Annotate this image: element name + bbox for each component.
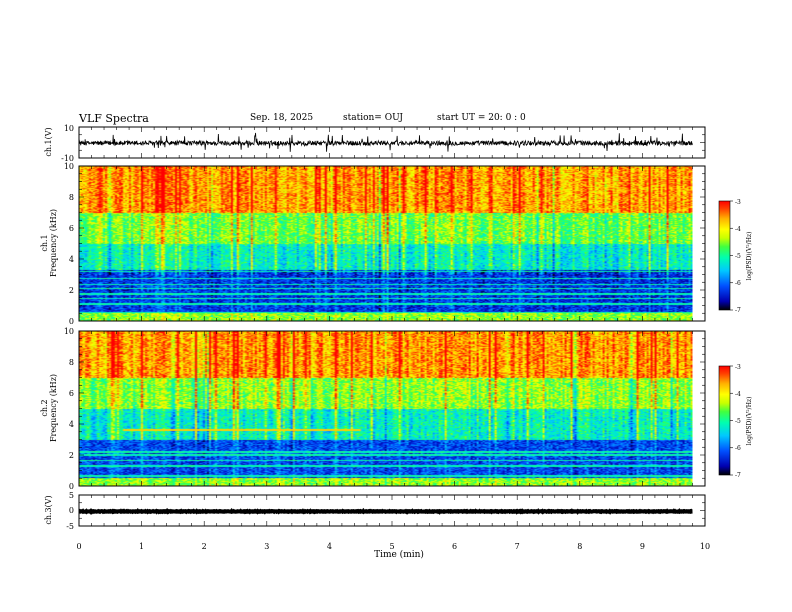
ch1-spectrogram-panel: 0 2 4 6 8 10 ch.1 Frequency (kHz) bbox=[40, 162, 706, 326]
ch2-colorbar-tick-m3: -3 bbox=[735, 364, 741, 371]
time-tick-label: 4 bbox=[327, 542, 332, 551]
ch1-freq-tick-6: 6 bbox=[69, 224, 74, 233]
ch2-freq-tick-2: 2 bbox=[69, 451, 74, 460]
ch2-freq-tick-8: 8 bbox=[69, 358, 74, 367]
ch1-freq-tick-2: 2 bbox=[69, 286, 74, 295]
ch2-spectrogram-panel: 0 2 4 6 8 10 ch.2 Frequency (kHz) bbox=[40, 327, 706, 491]
ch3-waveform-ylabel: ch.3(V) bbox=[44, 495, 53, 524]
time-tick-label: 10 bbox=[700, 542, 710, 551]
ch1-colorbar-label: log(PSD)(V²/Hz) bbox=[746, 232, 753, 281]
ch2-spectrogram-ticks bbox=[78, 330, 706, 487]
ch1-freq-tick-10: 10 bbox=[64, 162, 74, 171]
ch1-colorbar-tick-m3: -3 bbox=[735, 199, 741, 206]
ch3-waveform-ticks bbox=[78, 494, 706, 527]
ch1-spectrogram-ticks bbox=[78, 165, 706, 322]
ch1-freq-tick-4: 4 bbox=[69, 255, 74, 264]
ch3-waveform-panel: 5 0 -5 ch.3(V) bbox=[44, 491, 706, 531]
ch1-waveform-panel: 10 -10 ch.1(V) bbox=[44, 124, 706, 163]
time-axis-tick-labels: 0 1 2 3 4 5 6 7 8 9 10 bbox=[76, 542, 710, 551]
start-time-label: start UT = 20: 0 : 0 bbox=[437, 113, 526, 123]
ch3-ytick-bottom: -5 bbox=[66, 522, 74, 531]
ch2-colorbar-tick-m6: -6 bbox=[735, 445, 741, 452]
ch2-freq-tick-0: 0 bbox=[69, 482, 74, 491]
figure-title: VLF Spectra bbox=[79, 112, 149, 125]
time-tick-label: 8 bbox=[577, 542, 582, 551]
ch1-colorbar: -3 -4 -5 -6 -7 log(PSD)(V²/Hz) bbox=[718, 199, 753, 314]
ch2-spectrogram-channel-label: ch.2 bbox=[40, 399, 49, 416]
time-tick-label: 7 bbox=[515, 542, 520, 551]
ch1-ytick-top: 10 bbox=[64, 124, 74, 133]
time-tick-label: 5 bbox=[389, 542, 394, 551]
ch2-freq-tick-6: 6 bbox=[69, 389, 74, 398]
ch1-colorbar-scale bbox=[718, 200, 731, 311]
time-tick-label: 2 bbox=[202, 542, 207, 551]
ch2-colorbar-ticks bbox=[730, 365, 733, 476]
ch1-colorbar-tick-m4: -4 bbox=[735, 226, 741, 233]
time-tick-label: 1 bbox=[139, 542, 144, 551]
ch3-ytick-middle: 0 bbox=[69, 506, 74, 515]
time-tick-label: 0 bbox=[76, 542, 81, 551]
date-label: Sep. 18, 2025 bbox=[250, 113, 314, 123]
ch1-colorbar-ticks bbox=[730, 200, 733, 311]
ch2-colorbar: -3 -4 -5 -6 -7 log(PSD)(V²/Hz) bbox=[718, 364, 753, 479]
ch2-colorbar-tick-m4: -4 bbox=[735, 391, 741, 398]
time-tick-label: 3 bbox=[264, 542, 269, 551]
time-tick-label: 6 bbox=[452, 542, 457, 551]
ch3-ytick-top: 5 bbox=[69, 491, 74, 500]
ch2-colorbar-scale bbox=[718, 365, 731, 476]
ch1-ytick-bottom: -10 bbox=[61, 154, 74, 163]
ch2-colorbar-tick-m5: -5 bbox=[735, 418, 741, 425]
ch1-spectrogram-ylabel: Frequency (kHz) bbox=[49, 209, 58, 277]
ch2-spectrogram-image bbox=[79, 331, 693, 486]
ch1-colorbar-tick-m7: -7 bbox=[735, 307, 741, 314]
ch2-freq-tick-10: 10 bbox=[64, 327, 74, 336]
ch2-colorbar-label: log(PSD)(V²/Hz) bbox=[746, 397, 753, 446]
time-tick-label: 9 bbox=[640, 542, 645, 551]
time-axis-label: Time (min) bbox=[374, 549, 424, 560]
ch1-spectrogram-image bbox=[79, 166, 693, 321]
ch2-freq-tick-4: 4 bbox=[69, 420, 74, 429]
ch1-spectrogram-channel-label: ch.1 bbox=[40, 234, 49, 251]
ch1-colorbar-tick-m6: -6 bbox=[735, 280, 741, 287]
ch1-waveform-ylabel: ch.1(V) bbox=[44, 127, 53, 156]
ch2-spectrogram-ylabel: Frequency (kHz) bbox=[49, 374, 58, 442]
ch3-waveform-trace bbox=[78, 507, 693, 515]
ch1-waveform-ticks bbox=[78, 126, 706, 159]
ch1-freq-tick-0: 0 bbox=[69, 317, 74, 326]
ch1-colorbar-tick-m5: -5 bbox=[735, 253, 741, 260]
ch1-waveform-trace bbox=[78, 132, 693, 152]
ch2-colorbar-tick-m7: -7 bbox=[735, 472, 741, 479]
station-label: station= OUJ bbox=[343, 113, 404, 123]
ch1-freq-tick-8: 8 bbox=[69, 193, 74, 202]
